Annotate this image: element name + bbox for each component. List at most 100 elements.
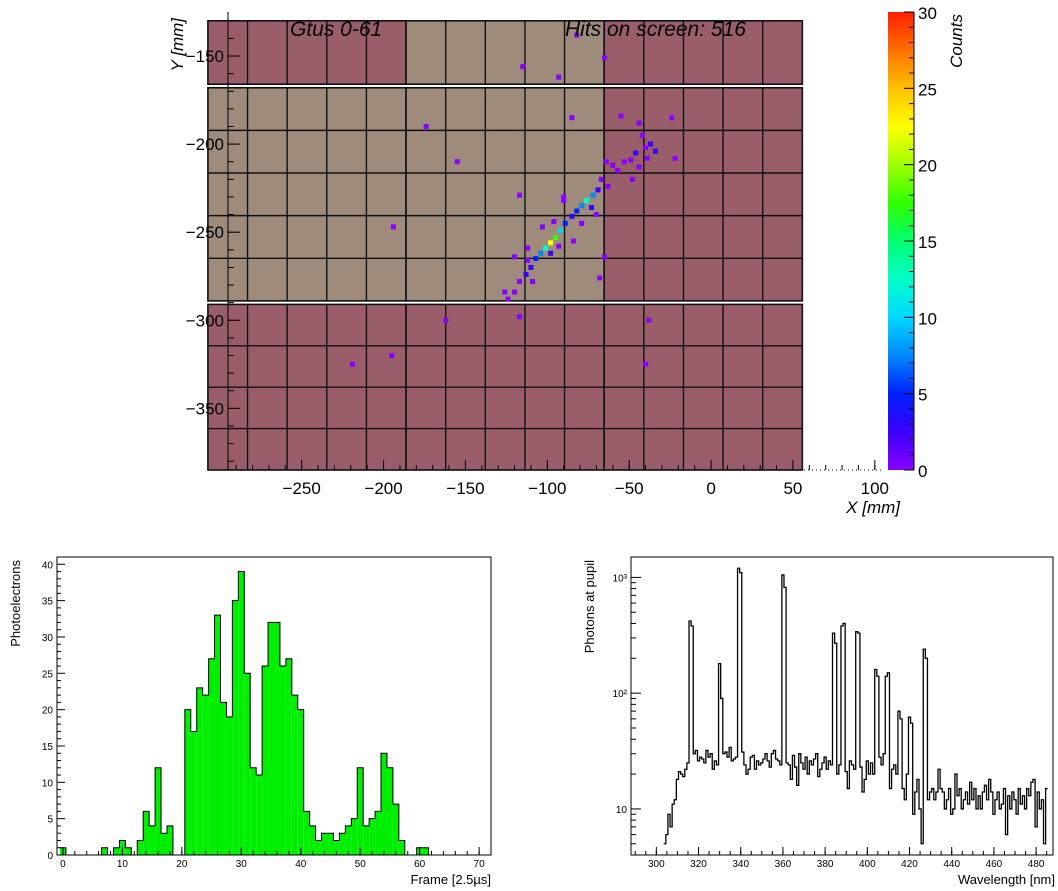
histogram-bar [155,767,162,855]
histogram-bar [250,767,257,855]
spectrum-axes: 300 320 340 360 380 400 420 440 460 480 10 10² 10³ [613,556,1054,870]
hit-pixel [548,240,554,246]
x-tick-label: 0 [706,479,715,498]
histogram-xlabel: Frame [2.5µs] [411,872,491,887]
histogram-bar [161,833,167,855]
pdm-module-body [603,86,804,302]
pdm-module [405,86,605,302]
y-tick-label: 10² [613,689,628,700]
y-tick-label: 10 [616,805,628,816]
hit-pixel [533,256,539,262]
hit-pixel [553,234,558,240]
hit-pixel [569,115,575,121]
hit-pixel [636,164,642,170]
histogram-bar [321,833,328,855]
spectrum-path [663,567,1048,845]
heatmap-axes: −250 −200 −150 −100 −50 0 50 100 −150 −200 −250 −30… [186,12,889,498]
pdm-module [603,86,804,302]
histogram-bar [262,666,269,855]
hit-pixel [530,279,536,285]
histogram-bar [196,687,203,855]
y-tick-label: −350 [186,399,224,418]
hit-pixel [595,187,601,193]
hit-pixel [516,279,522,285]
x-tick-label: 400 [859,859,876,870]
colorbar-tick-label: 25 [918,80,937,99]
histogram-bar [315,840,322,855]
heatmap-xlabel: X [mm] [845,498,901,517]
x-tick-label: 320 [690,859,707,870]
histogram-bar [220,702,227,855]
y-tick-label: 10 [42,778,54,789]
hit-pixel [615,168,621,174]
histogram-bar [333,840,340,855]
hit-pixel [644,155,650,161]
histogram-bar [244,673,251,855]
x-tick-label: 460 [986,859,1003,870]
hit-pixel [512,289,518,295]
colorbar-tick-label: 0 [918,462,927,481]
hit-pixel [539,224,545,230]
histogram-bars [59,571,489,856]
hit-pixel [574,208,580,214]
pdm-module [207,20,407,86]
heatmap-colorbar: 0 5 10 15 20 25 30 [888,4,937,481]
x-tick-label: −200 [364,479,402,498]
x-tick-label: −100 [528,479,566,498]
y-tick-label: 0 [47,851,53,862]
histogram-bar [291,695,298,855]
pdm-module [603,303,804,471]
x-tick-label: 420 [901,859,918,870]
colorbar-tick-label: 10 [918,309,937,328]
hit-pixel [602,55,608,61]
pdm-module-body [207,86,407,302]
histogram-bar [268,622,274,855]
histogram-bar [327,833,334,855]
histogram-bar [256,775,263,855]
histogram-bar [357,767,364,855]
histogram-bar [309,825,316,855]
histogram-bar [226,716,233,855]
colorbar-tick-label: 30 [918,4,937,23]
hit-pixel [390,224,396,230]
colorbar-label: Counts [947,14,966,68]
hit-pixel [571,238,577,244]
x-tick-label: 50 [355,859,367,870]
hit-pixel [579,220,585,226]
y-tick-label: −150 [186,47,224,66]
hit-pixel [525,245,531,251]
histogram-bar [214,615,221,855]
x-tick-label: 10 [117,859,129,870]
hit-pixel [589,205,595,211]
x-tick-label: −250 [283,479,321,498]
colorbar-tick-label: 15 [918,233,937,252]
top-heatmap: −250 −200 −150 −100 −50 0 50 100−150−200−250−30… [168,4,966,517]
histogram-bar [137,840,144,855]
hit-pixel [556,243,562,249]
hit-pixel [639,132,645,138]
x-tick-label: 60 [414,859,426,870]
hit-pixel [523,271,529,277]
histogram-bar [297,709,304,855]
y-tick-label: 35 [42,597,54,608]
histogram-bar [113,847,120,855]
hit-pixel [579,203,585,209]
hit-pixel [505,296,511,302]
histogram-bar [392,804,399,855]
x-tick-label: 100 [861,479,889,498]
hit-pixel [621,159,627,165]
hit-pixel [502,289,508,295]
heatmap-modules [207,20,804,471]
hit-pixel [669,115,675,121]
hit-pixel [610,162,616,168]
hit-pixel [389,353,395,358]
histogram-bar [184,709,191,855]
histogram-bar [149,825,156,855]
y-tick-label: −300 [186,311,224,330]
pdm-module-body [405,86,605,302]
colorbar-tick-label: 20 [918,157,937,176]
x-tick-label: 0 [60,859,66,870]
spectrum-ylabel: Photons at pupil [582,560,597,653]
hit-pixel [548,250,554,256]
hit-pixel [551,219,557,225]
